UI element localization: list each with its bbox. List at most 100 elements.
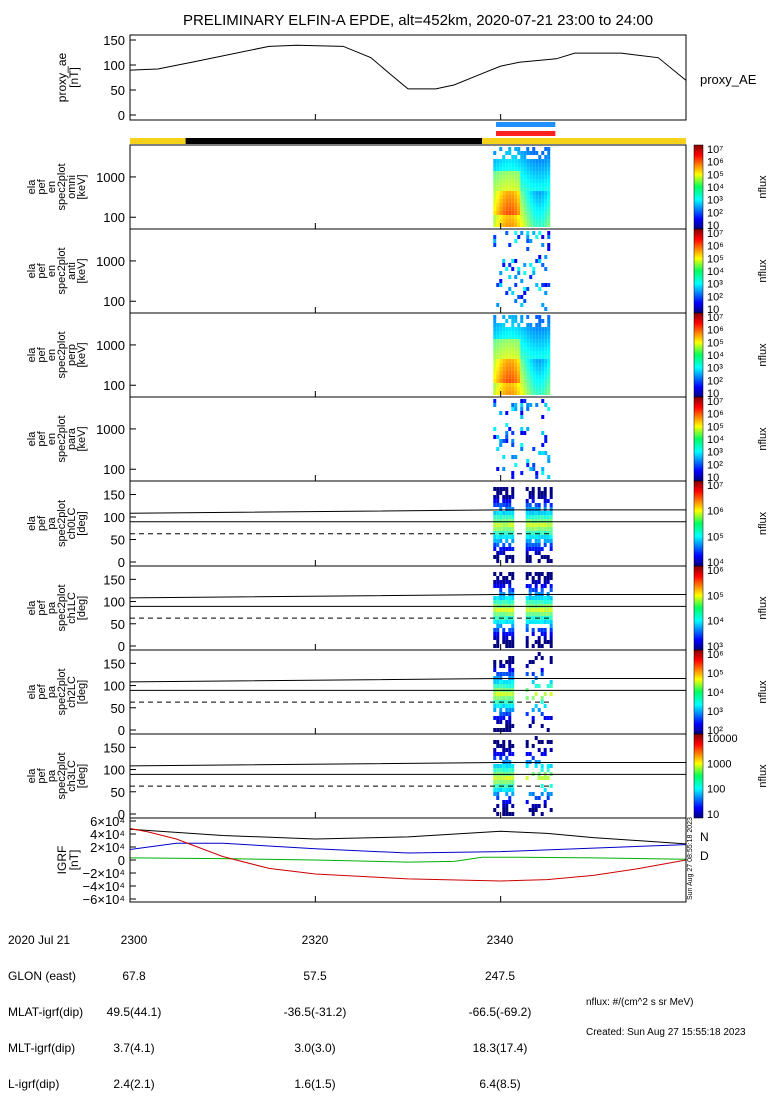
heatmap-cell — [511, 507, 515, 511]
heatmap-cell — [532, 355, 536, 359]
y-tick-label: −2×10⁴ — [83, 866, 125, 881]
colorbar-scale — [693, 480, 704, 567]
heatmap-cell — [502, 768, 506, 772]
heatmap-cell — [528, 584, 532, 588]
heatmap-cell — [546, 608, 550, 612]
heatmap-cell — [511, 175, 515, 179]
heatmap-cell — [535, 219, 539, 223]
heatmap-cell — [499, 620, 503, 624]
heatmap-cell — [549, 612, 553, 616]
heatmap-cell — [544, 435, 548, 439]
heatmap-cell — [511, 744, 515, 748]
heatmap-cell — [538, 215, 542, 219]
y-tick-label: 6×10⁴ — [90, 814, 125, 829]
heatmap-cell — [520, 295, 524, 299]
heatmap-cell — [502, 495, 506, 499]
heatmap-cell — [508, 383, 512, 387]
heatmap-cell — [511, 455, 515, 459]
heatmap-cell — [534, 523, 538, 527]
heatmap-cell — [529, 179, 533, 183]
heatmap-cell — [528, 596, 532, 600]
heatmap-cell — [537, 511, 541, 515]
heatmap-cell — [505, 547, 509, 551]
heatmap-cell — [535, 387, 539, 391]
heatmap-cell — [502, 175, 506, 179]
heatmap-cell — [508, 596, 512, 600]
heatmap-cell — [541, 431, 545, 435]
heatmap-cell — [546, 539, 550, 543]
heatmap-cell — [541, 243, 545, 247]
heatmap-cell — [531, 696, 535, 700]
heatmap-cell — [511, 519, 515, 523]
heatmap-cell — [499, 511, 503, 515]
heatmap-cell — [502, 363, 506, 367]
heatmap-cell — [505, 179, 509, 183]
heatmap-cell — [502, 167, 506, 171]
heatmap-cell — [541, 171, 545, 175]
heatmap-cell — [538, 223, 542, 227]
heatmap-cell — [549, 684, 553, 688]
heatmap-cell — [505, 596, 509, 600]
heatmap-cell — [508, 199, 512, 203]
heatmap-cell — [520, 211, 524, 215]
heatmap-cell — [508, 175, 512, 179]
heatmap-cell — [523, 219, 527, 223]
heatmap-cell — [496, 327, 500, 331]
heatmap-cell — [534, 584, 538, 588]
heatmap-cell — [505, 331, 509, 335]
heatmap-cell — [546, 796, 550, 800]
heatmap-cell — [496, 447, 500, 451]
heatmap-cell — [514, 155, 518, 159]
heatmap-cell — [508, 359, 512, 363]
heatmap-cell — [523, 171, 527, 175]
heatmap-cell — [531, 535, 535, 539]
heatmap-cell — [505, 720, 509, 724]
heatmap-cell — [493, 391, 497, 395]
y-axis-label: spec2plot — [56, 247, 68, 294]
heatmap-cell — [544, 335, 548, 339]
heatmap-cell — [514, 367, 518, 371]
heatmap-cell — [511, 636, 515, 640]
heatmap-cell — [541, 379, 545, 383]
heatmap-cell — [493, 511, 497, 515]
heatmap-cell — [540, 608, 544, 612]
heatmap-cell — [499, 187, 503, 191]
heatmap-cell — [541, 451, 545, 455]
heatmap-cell — [520, 231, 524, 235]
igrf-series-blue — [129, 842, 687, 854]
heatmap-cell — [534, 507, 538, 511]
heatmap-cell — [532, 363, 536, 367]
heatmap-cell — [541, 443, 545, 447]
heatmap-cell — [508, 191, 512, 195]
heatmap-cell — [493, 547, 497, 551]
heatmap-cell — [505, 764, 509, 768]
heatmap-cell — [531, 672, 535, 676]
heatmap-cell — [517, 195, 521, 199]
heatmap-cell — [547, 219, 551, 223]
heatmap-cell — [529, 207, 533, 211]
heatmap-cell — [496, 159, 500, 163]
heatmap-cell — [532, 379, 536, 383]
heatmap-cell — [535, 391, 539, 395]
heatmap-cell — [505, 728, 509, 732]
heatmap-cell — [496, 495, 500, 499]
heatmap-cell — [531, 708, 535, 712]
heatmap-cell — [493, 696, 497, 700]
heatmap-cell — [532, 171, 536, 175]
heatmap-cell — [526, 387, 530, 391]
heatmap-cell — [499, 588, 503, 592]
heatmap-cell — [526, 343, 530, 347]
heatmap-cell — [499, 788, 503, 792]
heatmap-cell — [540, 764, 544, 768]
heatmap-cell — [534, 736, 538, 740]
heatmap-cell — [544, 355, 548, 359]
heatmap-cell — [544, 307, 548, 311]
heatmap-cell — [532, 343, 536, 347]
heatmap-cell — [543, 692, 547, 696]
heatmap-cell — [511, 439, 515, 443]
heatmap-cell — [496, 636, 500, 640]
colorbar-label: nflux — [757, 511, 769, 535]
heatmap-cell — [540, 519, 544, 523]
heatmap-cell — [538, 383, 542, 387]
